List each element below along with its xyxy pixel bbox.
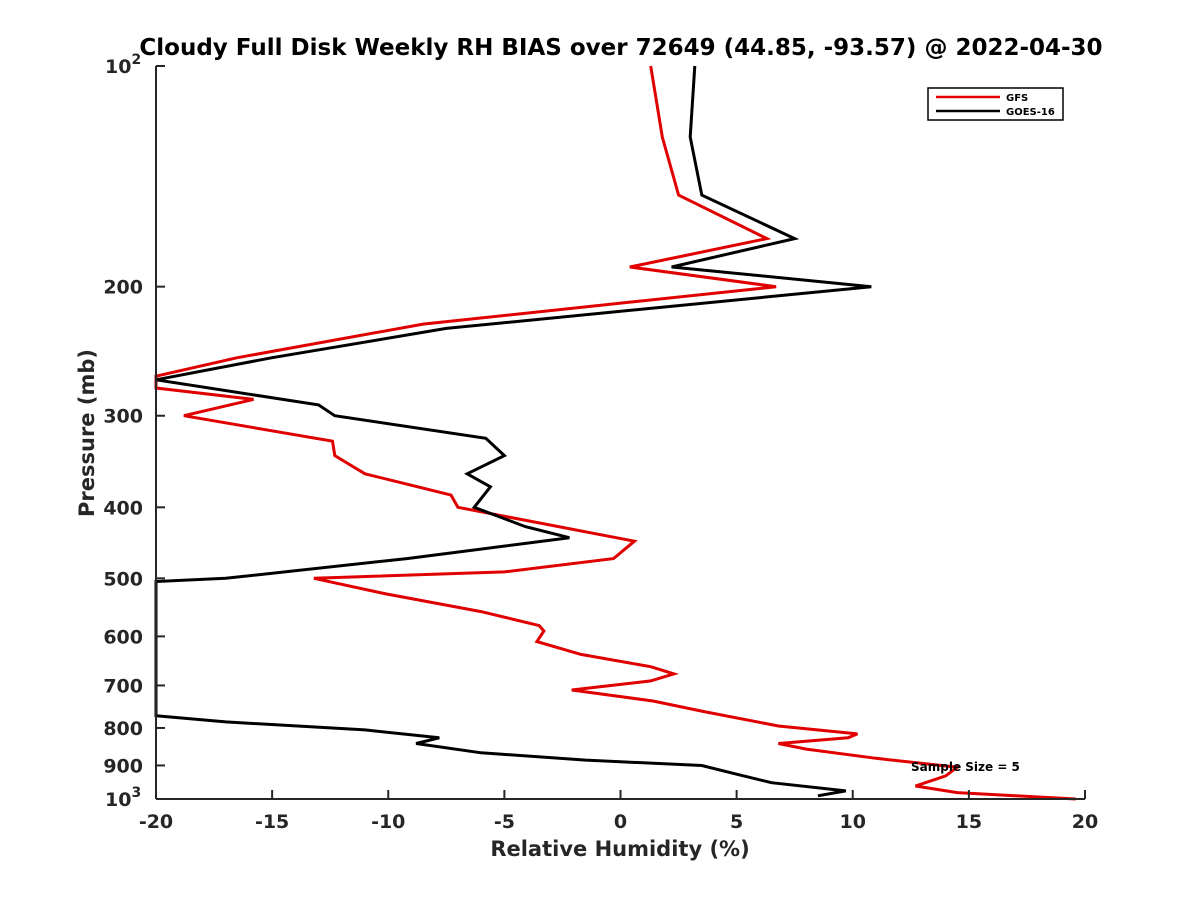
legend-box: [927, 87, 1064, 121]
y-tick-label: 103: [105, 785, 141, 811]
y-tick-label: 700: [103, 675, 143, 697]
x-tick-label: -10: [371, 811, 405, 833]
x-tick-label: 0: [614, 811, 627, 833]
x-axis-label: Relative Humidity (%): [490, 837, 749, 861]
plot-area: [154, 65, 1076, 801]
series-line-goes16: [154, 65, 872, 798]
y-axis-label: Pressure (mb): [75, 349, 99, 517]
chart-title: Cloudy Full Disk Weekly RH BIAS over 726…: [139, 35, 1102, 61]
x-ticks: -20 -15 -10 -5 0 5 10 15 20: [139, 790, 1098, 833]
y-tick-label: 800: [103, 718, 143, 740]
x-tick-label: 15: [956, 811, 982, 833]
x-tick-label: 10: [840, 811, 866, 833]
x-tick-label: -20: [139, 811, 173, 833]
x-tick-label: -15: [255, 811, 289, 833]
legend-label-goes16: GOES-16: [1006, 107, 1055, 118]
y-tick-label: 900: [103, 755, 143, 777]
y-tick-label: 102: [105, 52, 141, 78]
x-tick-label: -5: [494, 811, 515, 833]
sample-size-annotation: Sample Size = 5: [911, 760, 1020, 774]
y-tick-label: 500: [103, 568, 143, 590]
x-tick-label: 5: [730, 811, 743, 833]
y-tick-label: 300: [103, 406, 143, 428]
x-tick-label: 20: [1072, 811, 1098, 833]
y-ticks: 102 200 300 400 500 600 700 800 900 103: [103, 52, 165, 811]
y-tick-label: 200: [103, 277, 143, 299]
y-tick-label: 600: [103, 626, 143, 648]
legend: GFS GOES-16: [927, 87, 1064, 121]
legend-label-gfs: GFS: [1006, 93, 1028, 104]
series-line-gfs: [154, 65, 1076, 801]
y-tick-label: 400: [103, 497, 143, 519]
